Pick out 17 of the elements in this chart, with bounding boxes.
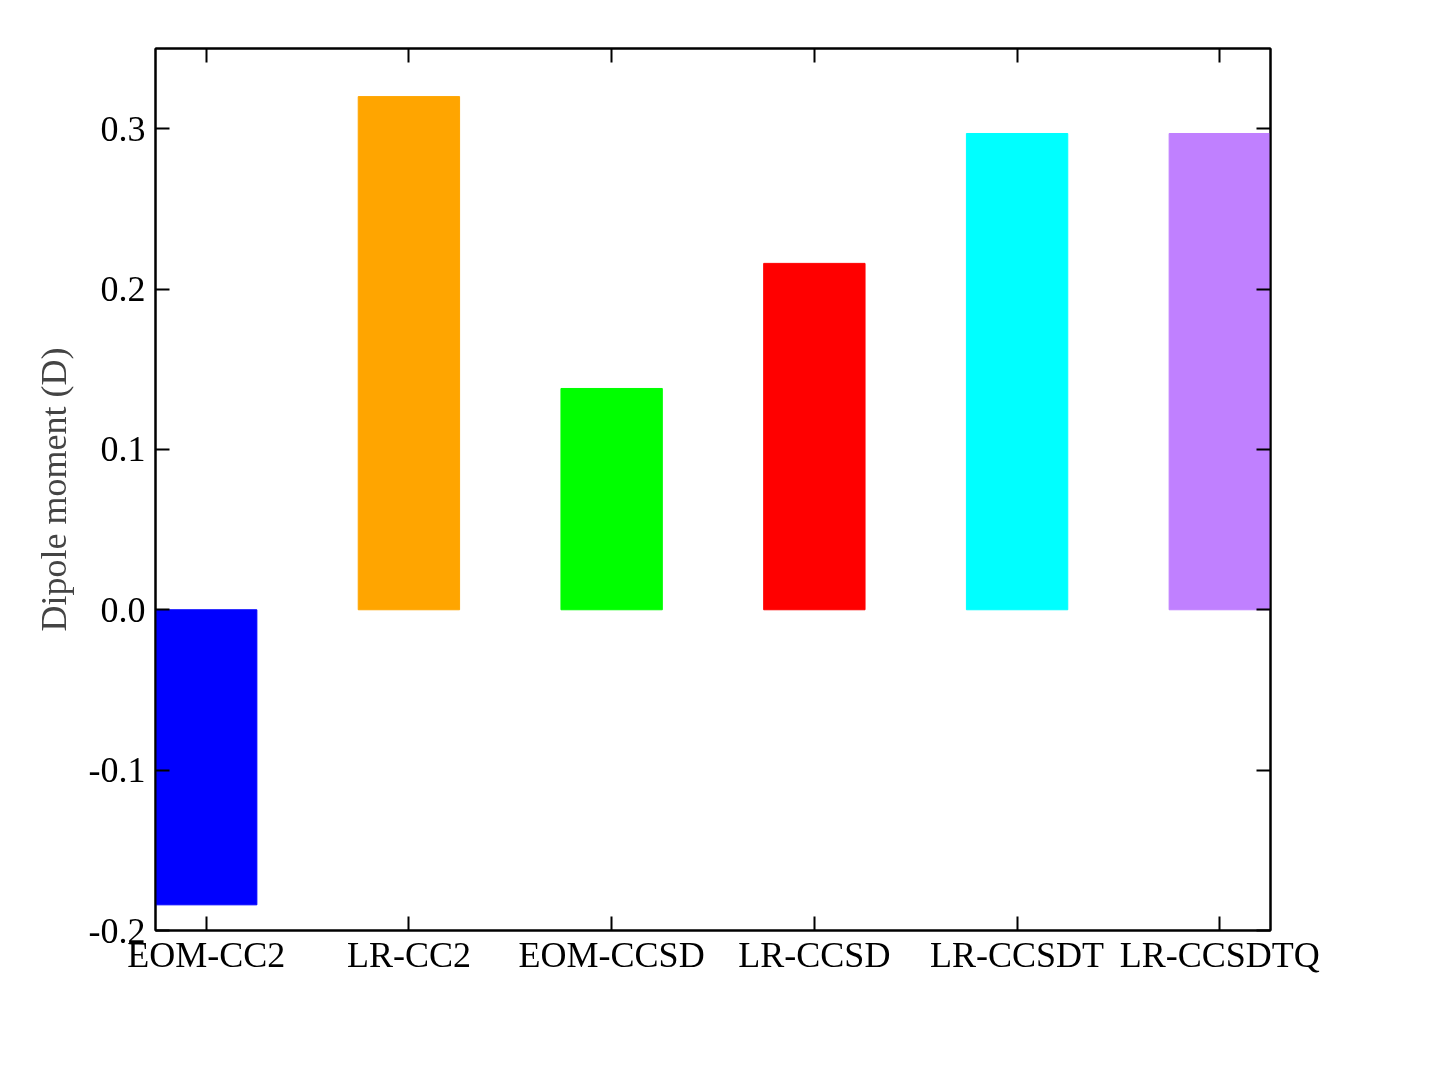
x-tick-label: LR-CC2 — [346, 934, 471, 975]
y-tick-label: 0.0 — [100, 589, 146, 630]
y-tick-label: 0.1 — [100, 429, 146, 470]
x-tick-label: EOM-CCSD — [518, 934, 705, 975]
y-tick-label: 0.2 — [100, 269, 146, 310]
x-tick-label: LR-CCSDTQ — [1119, 934, 1320, 975]
y-axis-title: Dipole moment (D) — [33, 347, 74, 632]
bar — [560, 387, 663, 611]
bar — [1168, 132, 1271, 611]
y-tick-label: -0.1 — [88, 750, 146, 791]
bar — [357, 96, 461, 611]
y-tick-label: 0.3 — [100, 108, 146, 149]
x-tick-label: LR-CCSD — [738, 934, 891, 975]
x-tick-label: LR-CCSDT — [930, 934, 1105, 975]
bar — [763, 262, 866, 611]
bar — [965, 132, 1069, 611]
bar — [155, 609, 258, 906]
